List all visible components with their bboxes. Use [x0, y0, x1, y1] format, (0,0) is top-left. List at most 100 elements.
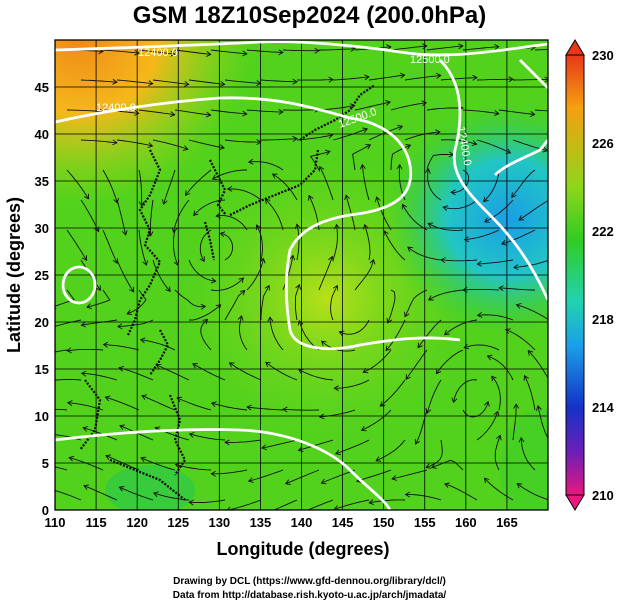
y-tick-label: 30 [35, 221, 49, 236]
credit-dcl: Drawing by DCL (https://www.gfd-dennou.o… [173, 576, 446, 587]
streamline [81, 372, 118, 381]
streamline-arrowhead [362, 367, 369, 374]
streamline [444, 483, 478, 501]
streamline-arrowhead [219, 144, 225, 151]
streamline [391, 469, 428, 480]
streamline [210, 277, 244, 291]
streamline-arrowhead [86, 303, 92, 310]
streamline [376, 196, 392, 231]
streamline [498, 109, 535, 115]
streamline [55, 289, 75, 307]
streamline-arrowhead [45, 378, 50, 383]
streamline [527, 350, 548, 380]
streamline-arrowhead [320, 340, 327, 347]
streamline-arrowhead [202, 318, 209, 325]
x-tick-label: 120 [126, 515, 148, 530]
streamline [80, 199, 100, 232]
streamline-arrowhead [484, 217, 490, 223]
streamline-arrowhead [327, 132, 334, 139]
streamline [210, 109, 247, 115]
streamline [385, 319, 406, 351]
streamline-arrowhead [334, 223, 340, 230]
colorbar [565, 39, 585, 511]
streamline [332, 128, 368, 141]
colorbar-label: 214 [592, 400, 614, 415]
streamline-arrowhead [494, 43, 500, 50]
streamline-arrowhead [118, 365, 125, 372]
streamline [520, 437, 536, 471]
colorbar-label: 226 [592, 136, 614, 151]
streamline [361, 164, 370, 201]
streamline-arrowhead [292, 135, 298, 142]
streamline-arrowhead [386, 44, 392, 51]
streamline-arrowhead [523, 374, 529, 381]
streamline-arrowhead [148, 80, 154, 87]
streamline [428, 289, 464, 301]
streamline [339, 319, 370, 335]
streamline [225, 439, 262, 443]
streamline [192, 363, 226, 381]
streamline [246, 49, 283, 53]
streamline-arrowhead [298, 368, 304, 375]
streamline-arrowhead [463, 236, 470, 243]
streamline [149, 199, 154, 236]
x-tick-label: 155 [414, 515, 436, 530]
streamline-arrowhead [530, 111, 536, 118]
streamline-arrowhead [220, 80, 226, 87]
streamline-arrowhead [414, 439, 421, 445]
streamline-arrowhead [365, 144, 372, 150]
streamline [440, 77, 477, 81]
coastlines [79, 84, 376, 501]
streamline [66, 109, 104, 113]
streamline-arrowhead [396, 163, 403, 170]
streamline [364, 224, 371, 261]
streamline-arrowhead [498, 285, 504, 292]
streamline [116, 139, 153, 147]
streamline-arrowhead [518, 437, 525, 443]
streamline-arrowhead [238, 277, 245, 283]
streamline [105, 455, 140, 471]
streamline [248, 469, 284, 482]
streamline-arrowhead [259, 257, 266, 264]
streamline-arrowhead [463, 343, 470, 350]
streamline [216, 215, 248, 231]
streamline [116, 79, 153, 85]
x-tick-label: 110 [45, 515, 66, 530]
streamline [210, 49, 247, 55]
streamline [55, 349, 68, 353]
streamline-arrowhead [476, 312, 483, 318]
streamline [484, 477, 514, 501]
streamline [487, 355, 514, 381]
streamline [404, 131, 440, 141]
streamline-arrowhead [80, 370, 87, 377]
streamline [211, 469, 248, 475]
streamline [451, 169, 470, 193]
streamline [156, 364, 190, 381]
streamline-arrowhead [425, 408, 432, 414]
streamline-arrowhead [128, 286, 135, 293]
streamline [227, 188, 262, 201]
streamline [119, 367, 154, 381]
y-tick-label: 45 [35, 80, 49, 95]
streamline [55, 319, 82, 327]
streamline [462, 288, 500, 291]
streamline [102, 49, 139, 54]
streamline-arrowhead [256, 139, 262, 145]
streamline [375, 439, 406, 462]
streamline [188, 259, 216, 282]
streamline-arrowhead [83, 484, 89, 490]
colorbar-label: 230 [592, 48, 614, 63]
streamline-arrowhead [421, 100, 428, 107]
colorbar-top-arrow [565, 39, 585, 56]
streamline [224, 290, 246, 321]
streamline-arrowhead [226, 185, 233, 192]
streamline-arrowhead [211, 174, 218, 180]
streamline [505, 329, 536, 351]
streamline-arrowhead [140, 456, 147, 463]
streamline-arrowhead [152, 491, 159, 498]
streamline [185, 169, 212, 196]
streamline [298, 439, 334, 451]
streamline [361, 409, 392, 431]
y-tick-label: 0 [42, 503, 49, 518]
streamline [256, 224, 263, 261]
